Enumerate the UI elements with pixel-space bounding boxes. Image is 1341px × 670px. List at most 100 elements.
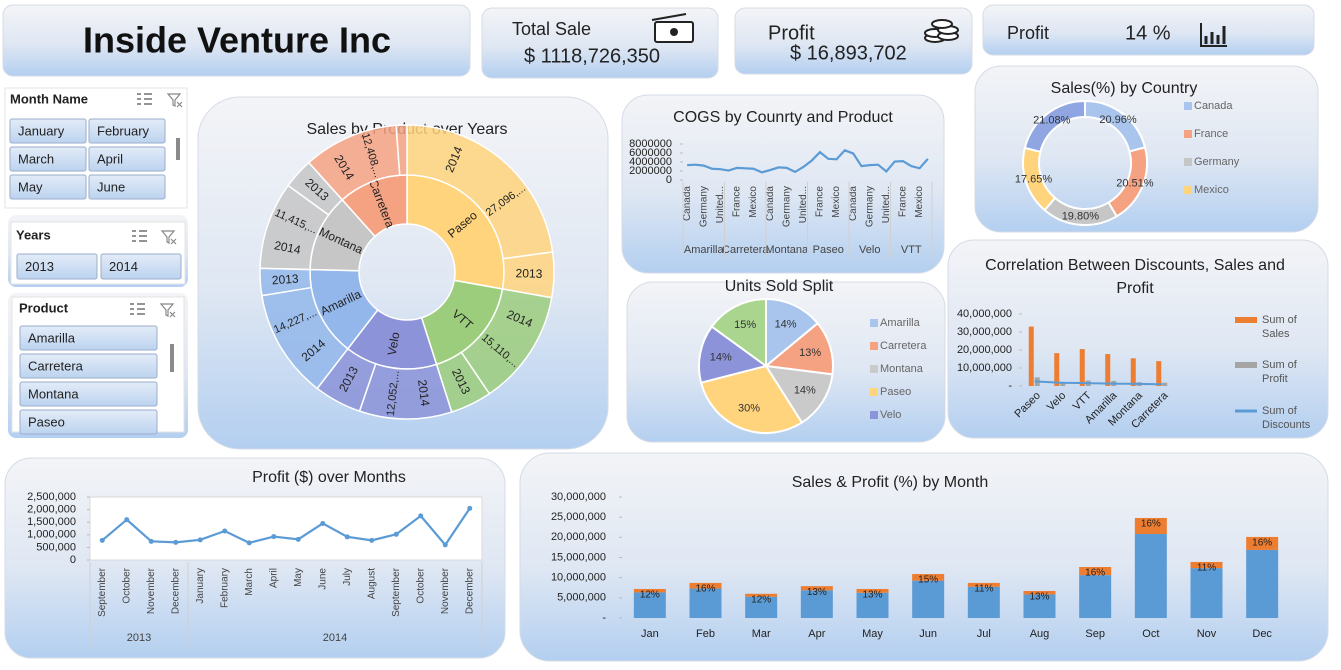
bar-segment: [912, 580, 945, 618]
slicer-button[interactable]: [19, 325, 158, 351]
scrollbar: [170, 344, 174, 372]
y-tick-label: 40,000,000: [957, 308, 1012, 320]
data-label: 30%: [738, 403, 760, 415]
plot-area: [89, 496, 483, 561]
x-tick-label: May: [293, 568, 304, 587]
slicer-title: Month Name: [10, 91, 88, 106]
y-tick-label: 20,000,000: [957, 344, 1012, 356]
group-label: 2014: [323, 632, 347, 644]
group-label: Carretera: [722, 244, 769, 256]
x-tick-label: June: [317, 568, 328, 590]
legend-swatch: [1235, 362, 1257, 368]
slicer-button[interactable]: [9, 118, 87, 144]
x-tick-label: France: [898, 186, 909, 218]
slicer-item: 2014: [109, 259, 138, 274]
point: [222, 528, 228, 534]
x-tick-label: January: [195, 568, 206, 604]
title-panel: [2, 4, 471, 77]
legend-label: Carretera: [880, 340, 927, 352]
scrollbar: [176, 138, 180, 160]
data-label: 16%: [1252, 538, 1272, 549]
x-tick-label: October: [121, 567, 132, 603]
pie-slice: [763, 321, 834, 376]
slicer-item: April: [97, 151, 123, 166]
kpi-label: Total Sale: [512, 19, 591, 39]
slicer-title: Years: [16, 227, 51, 242]
data-label: 11%: [1197, 563, 1216, 574]
clear-filter-icon[interactable]: [159, 93, 183, 318]
data-label: 13%: [807, 587, 827, 598]
slicer-button[interactable]: [9, 146, 87, 172]
donut-segment: [1023, 99, 1086, 153]
x-tick-label: Mexico: [748, 186, 759, 218]
slicer-item: January: [18, 123, 65, 138]
chart-panel: [621, 94, 945, 274]
x-tick-label: Apr: [808, 628, 825, 640]
point: [148, 538, 154, 544]
chart-panel: [519, 452, 1329, 662]
data-label: 15%: [734, 319, 756, 331]
point: [418, 513, 424, 519]
x-tick-label: Mexico: [914, 186, 925, 218]
legend-swatch: [870, 388, 878, 396]
slicer-item: February: [97, 123, 150, 138]
multi-select-icon[interactable]: [130, 93, 152, 315]
point: [320, 520, 326, 526]
slicer-button[interactable]: [16, 253, 98, 280]
chart-title: COGS by Counrty and Product: [673, 109, 893, 126]
group-label: Velo: [859, 244, 880, 256]
data-label: 14%: [794, 385, 816, 397]
legend-swatch: [1184, 186, 1192, 194]
slicer-button[interactable]: [88, 146, 166, 172]
data-label: 21.08%: [1033, 114, 1071, 126]
x-tick-label: Jun: [919, 628, 937, 640]
x-tick-label: May: [862, 628, 883, 640]
x-tick-label: Oct: [1142, 628, 1159, 640]
x-tick-label: Germany: [698, 186, 709, 227]
group-label: Montana: [765, 244, 809, 256]
bar: [1054, 353, 1060, 386]
x-tick-label: Aug: [1030, 628, 1050, 640]
x-tick-label: April: [268, 568, 279, 588]
data-label: 11%: [974, 584, 993, 595]
pie-slice: [764, 364, 834, 424]
chart-title: Units Sold Split: [725, 278, 834, 295]
point: [197, 537, 203, 543]
data-label: 12%: [751, 594, 771, 605]
y-tick-label: 10,000,000: [957, 362, 1012, 374]
x-tick-label: Feb: [696, 628, 715, 640]
slicer-button[interactable]: [100, 253, 182, 280]
legend-label: Amarilla: [880, 317, 921, 329]
data-label: 19.80%: [1062, 211, 1100, 223]
y-tick-label: 25,000,000: [551, 511, 606, 523]
slicer-button[interactable]: [9, 174, 87, 200]
slicer-button[interactable]: [19, 381, 158, 407]
pie-slice: [710, 297, 767, 368]
bar: [1079, 349, 1085, 386]
y-tick-label: 2000000: [629, 165, 672, 177]
point: [295, 536, 301, 542]
legend-label: Montana: [880, 363, 924, 375]
x-tick-label: Jul: [977, 628, 991, 640]
slicer-title: Product: [19, 300, 69, 315]
y-tick-label: 0: [70, 554, 76, 566]
slicer-button[interactable]: [88, 118, 166, 144]
legend-label: Sum of Profit: [1262, 359, 1297, 385]
data-label: 14%: [710, 351, 732, 363]
slicer-button[interactable]: [88, 174, 166, 200]
slicer-button[interactable]: [19, 353, 158, 379]
group-label: 2013: [127, 632, 151, 644]
kpi-label: Profit: [768, 22, 815, 44]
x-tick-label: February: [219, 568, 230, 608]
data-label: 12%: [640, 590, 660, 601]
chart-panel: [947, 239, 1329, 439]
kpi-value: $ 16,893,702: [790, 42, 907, 64]
group-label: Paseo: [813, 244, 844, 256]
slicer-item: Amarilla: [28, 330, 76, 345]
legend-label: Mexico: [1194, 184, 1229, 196]
slicer-button[interactable]: [19, 409, 158, 435]
bar-segment: [745, 596, 778, 618]
data-label: 12,052,...: [385, 370, 402, 417]
y-tick-label: 2,500,000: [27, 491, 76, 503]
